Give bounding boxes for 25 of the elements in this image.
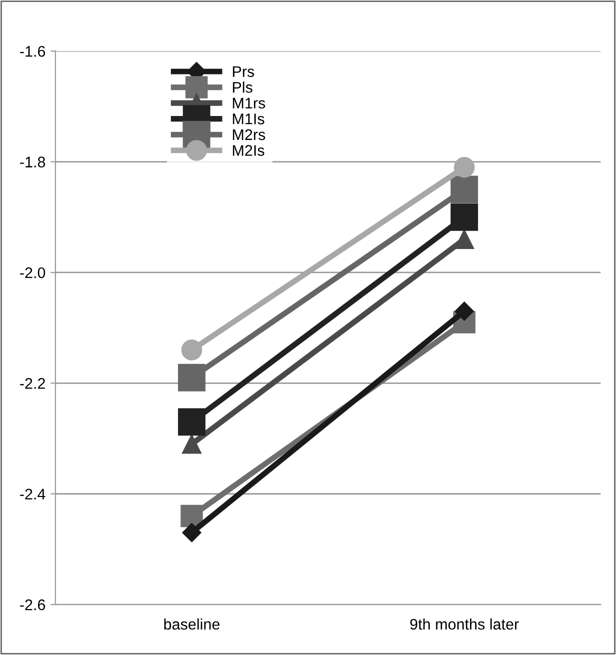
point — [180, 504, 203, 528]
y-tick-label: -1.8 — [20, 156, 46, 168]
y-tick-label: -2.2 — [20, 378, 45, 389]
legend-label: M2Is — [232, 145, 264, 156]
point — [181, 340, 202, 360]
point — [450, 176, 478, 204]
legend-label: Prs — [232, 66, 254, 78]
y-tick-label: -1.6 — [20, 46, 46, 57]
y-tick-label: -2.6 — [20, 599, 46, 610]
point — [182, 434, 202, 454]
point — [454, 156, 475, 178]
legend-label: M2rs — [232, 129, 266, 140]
point — [178, 408, 206, 436]
y-tick-label: -2.0 — [20, 267, 46, 278]
point — [454, 302, 474, 321]
point — [454, 230, 474, 249]
legend-label: M1Is — [232, 114, 264, 124]
legend-label: Pls — [232, 82, 252, 93]
legend-label: M1rs — [232, 98, 266, 109]
point — [450, 203, 478, 231]
point — [182, 523, 202, 542]
x-tick-label: 9th months later — [410, 618, 519, 630]
point — [178, 364, 206, 392]
y-tick-label: -2.4 — [20, 488, 46, 500]
x-tick-label: baseline — [164, 618, 220, 630]
